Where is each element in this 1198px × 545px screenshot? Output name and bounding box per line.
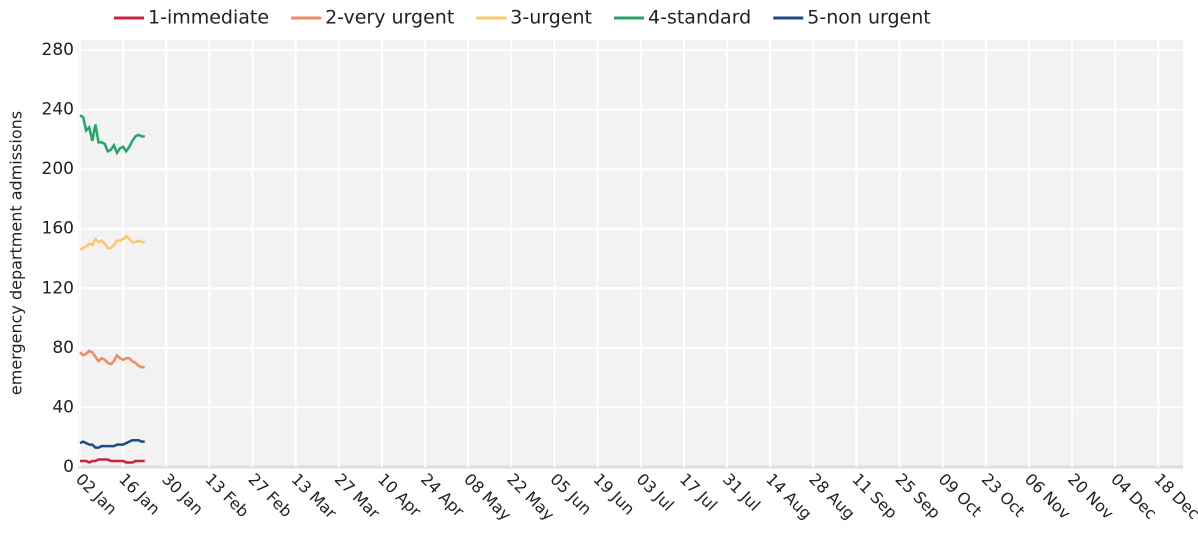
x-tick-label: 27 Feb (245, 470, 296, 521)
y-tick-label: 40 (52, 397, 74, 417)
x-tick-label: 17 Jul (676, 470, 721, 515)
x-tick-label: 14 Aug (762, 470, 816, 524)
legend-label: 3-urgent (510, 7, 592, 29)
x-tick-label: 25 Sep (892, 470, 945, 523)
x-tick-label: 04 Dec (1107, 470, 1160, 523)
x-tick-label: 27 Mar (331, 470, 384, 523)
y-axis-title: emergency department admissions (7, 111, 26, 395)
series-line (79, 234, 145, 251)
legend-label: 1-immediate (148, 7, 269, 29)
x-tick-label: 10 Apr (374, 470, 425, 521)
series-line (79, 438, 145, 449)
x-tick-label: 08 May (460, 470, 515, 525)
y-tick-label: 0 (63, 457, 74, 477)
x-tick-label: 24 Apr (417, 470, 468, 521)
x-tick-label: 09 Oct (935, 470, 986, 521)
series-line (79, 349, 145, 369)
y-tick-label: 200 (42, 159, 74, 179)
x-tick-label: 03 Jul (633, 470, 678, 515)
x-tick-label: 30 Jan (158, 470, 207, 519)
x-tick-label: 13 Feb (201, 470, 252, 521)
x-tick-label: 11 Sep (848, 470, 901, 523)
y-tick-label: 280 (42, 40, 74, 60)
series-line (80, 458, 145, 464)
y-tick-label: 80 (52, 338, 74, 358)
y-tick-label: 120 (42, 278, 74, 298)
x-tick-label: 02 Jan (72, 470, 121, 519)
x-tick-label: 31 Jul (719, 470, 764, 515)
x-tick-label: 16 Jan (115, 470, 164, 519)
x-tick-label: 22 May (503, 470, 558, 525)
x-tick-label: 06 Nov (1021, 470, 1075, 524)
x-tick-label: 20 Nov (1064, 470, 1118, 524)
series-line (79, 114, 145, 156)
x-tick-label: 23 Oct (978, 470, 1029, 521)
y-tick-label: 240 (42, 100, 74, 120)
legend-label: 4-standard (648, 7, 751, 29)
x-tick-label: 18 Dec (1150, 470, 1198, 523)
plot-background (78, 40, 1183, 467)
x-tick-label: 13 Mar (288, 470, 341, 523)
legend-label: 2-very urgent (325, 7, 454, 29)
x-tick-label: 28 Aug (805, 470, 859, 524)
y-tick-label: 160 (42, 219, 74, 239)
legend-label: 5-non urgent (807, 7, 930, 29)
x-tick-label: 19 Jun (590, 470, 639, 519)
